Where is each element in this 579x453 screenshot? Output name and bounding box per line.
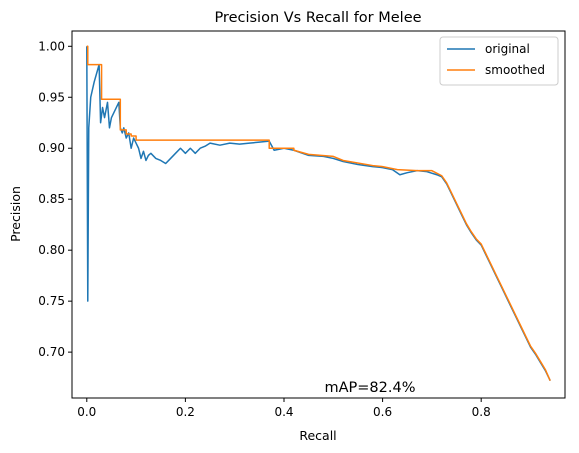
x-tick-label: 0.8 [472, 405, 491, 419]
y-tick-label: 0.70 [38, 345, 65, 359]
chart-title: Precision Vs Recall for Melee [214, 10, 421, 26]
x-axis-label: Recall [299, 428, 336, 443]
legend-label-original: original [485, 42, 530, 56]
x-tick-label: 0.0 [77, 405, 96, 419]
legend: original smoothed [439, 36, 559, 86]
x-tick-label: 0.2 [176, 405, 195, 419]
y-axis: 0.70 0.75 0.80 0.85 0.90 0.95 1.00 [38, 39, 72, 359]
x-axis: 0.0 0.2 0.4 0.6 0.8 [77, 398, 491, 419]
legend-label-smoothed: smoothed [485, 63, 545, 77]
y-tick-label: 0.75 [38, 294, 65, 308]
plot-area [71, 30, 566, 399]
map-annotation: mAP=82.4% [324, 380, 415, 396]
x-tick-label: 0.4 [274, 405, 293, 419]
y-axis-label: Precision [8, 186, 23, 242]
series-line-smoothed [86, 45, 551, 381]
y-tick-label: 1.00 [38, 39, 65, 53]
y-tick-label: 0.95 [38, 90, 65, 104]
y-tick-label: 0.90 [38, 141, 65, 155]
series-layer [86, 45, 551, 381]
plot-frame [71, 30, 566, 399]
y-tick-label: 0.85 [38, 192, 65, 206]
x-tick-label: 0.6 [373, 405, 392, 419]
y-tick-label: 0.80 [38, 243, 65, 257]
